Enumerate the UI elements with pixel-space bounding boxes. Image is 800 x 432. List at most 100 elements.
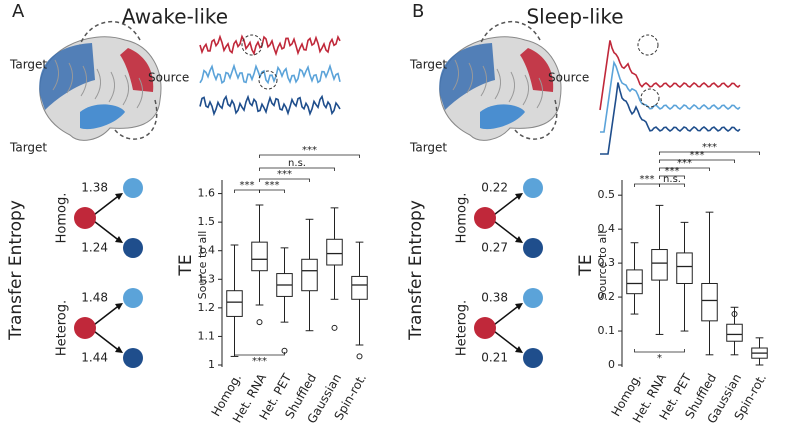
brain-label: Target [409, 141, 447, 155]
arrow [79, 21, 141, 46]
significance-bracket [259, 178, 310, 182]
y-axis-label: TE [176, 254, 196, 276]
y-axis-sublabel: Source to all [196, 231, 209, 300]
signal-trace [600, 60, 741, 133]
edge-value: 0.22 [481, 181, 508, 195]
significance-label: *** [302, 145, 317, 156]
y-tick-label: 1.4 [198, 244, 216, 257]
sulcus [452, 59, 459, 91]
highlight [241, 34, 263, 56]
brain-label: Target [9, 141, 47, 155]
significance-bracket [259, 154, 360, 158]
y-tick-label: 0.4 [598, 222, 616, 235]
y-tick-label: 1 [208, 358, 215, 371]
panel-label: B [412, 1, 424, 22]
sulcus [466, 62, 473, 94]
brain-label: Source [148, 71, 189, 85]
node [523, 288, 543, 308]
box [726, 323, 743, 342]
significance-label: *** [640, 174, 655, 185]
node [123, 238, 143, 258]
brain-region [439, 43, 495, 110]
y-axis-label: TE [576, 254, 596, 276]
edge-value: 1.48 [81, 291, 108, 305]
brain-label: Target [409, 58, 447, 72]
edge-value: 1.44 [81, 351, 108, 365]
significance-label: *** [690, 150, 705, 161]
significance-bracket [259, 189, 285, 193]
box [626, 269, 643, 295]
highlight [258, 70, 278, 90]
signal-trace [199, 63, 341, 85]
arrowhead [515, 193, 523, 200]
y-tick-label: 1.2 [198, 301, 216, 314]
arrowhead [115, 236, 123, 243]
node [123, 288, 143, 308]
significance-bracket [659, 159, 735, 163]
significance-label: *** [252, 356, 267, 367]
outlier [331, 324, 338, 331]
outlier [256, 319, 263, 326]
significance-label: *** [265, 180, 280, 191]
diagram-row-label: Heterog. [455, 300, 470, 356]
y-tick-label: 0.1 [598, 324, 616, 337]
box [676, 252, 693, 284]
y-tick-label: 0 [608, 358, 615, 371]
edge-value: 0.38 [481, 291, 508, 305]
sulcus [66, 62, 73, 94]
y-tick-label: 1.1 [198, 329, 216, 342]
node [74, 207, 96, 229]
signal-trace [599, 40, 741, 111]
significance-label: *** [702, 142, 717, 153]
sulcus [108, 71, 115, 103]
box [226, 290, 243, 317]
sulcus [508, 71, 515, 103]
signal-trace [199, 34, 341, 57]
node [74, 317, 96, 339]
significance-label: *** [240, 180, 255, 191]
arrowhead [115, 193, 123, 200]
significance-label: *** [665, 166, 680, 177]
significance-bracket [659, 151, 760, 155]
significance-bracket [259, 167, 335, 171]
sulcus [494, 68, 501, 100]
box [251, 241, 268, 272]
node [523, 178, 543, 198]
edge-value: 0.21 [481, 351, 508, 365]
node [523, 348, 543, 368]
panel-label: A [12, 1, 25, 22]
diagram-row-label: Heterog. [55, 300, 70, 356]
node [123, 348, 143, 368]
box [326, 238, 343, 266]
sulcus [94, 68, 101, 100]
node [123, 178, 143, 198]
significance-label: n.s. [288, 158, 306, 169]
edge-value: 0.27 [481, 241, 508, 255]
arrowhead [515, 303, 523, 310]
significance-label: *** [277, 169, 292, 180]
brain-region [520, 48, 554, 92]
box [351, 275, 368, 300]
significance-label: n.s. [663, 174, 681, 185]
brain-label: Source [548, 71, 589, 85]
panel: B Sleep-like Target Source Target Transfer En… [406, 1, 769, 426]
brain-label: Target [9, 58, 47, 72]
y-tick-label: 0.5 [598, 188, 616, 201]
y-tick-label: 0.2 [598, 290, 616, 303]
significance-label: *** [677, 158, 692, 169]
arrow [114, 99, 158, 140]
node [523, 238, 543, 258]
sulcus [136, 77, 143, 109]
highlight [640, 88, 660, 108]
node [474, 207, 496, 229]
sulcus [522, 74, 529, 106]
edge-value: 1.38 [81, 181, 108, 195]
brain-region [480, 104, 525, 130]
y-tick-label: 1.5 [198, 215, 216, 228]
y-tick-label: 1.3 [198, 272, 216, 285]
diagram-row-label: Homog. [455, 193, 470, 244]
outlier [731, 311, 738, 318]
brain-region [120, 48, 154, 92]
significance-bracket [659, 175, 685, 179]
